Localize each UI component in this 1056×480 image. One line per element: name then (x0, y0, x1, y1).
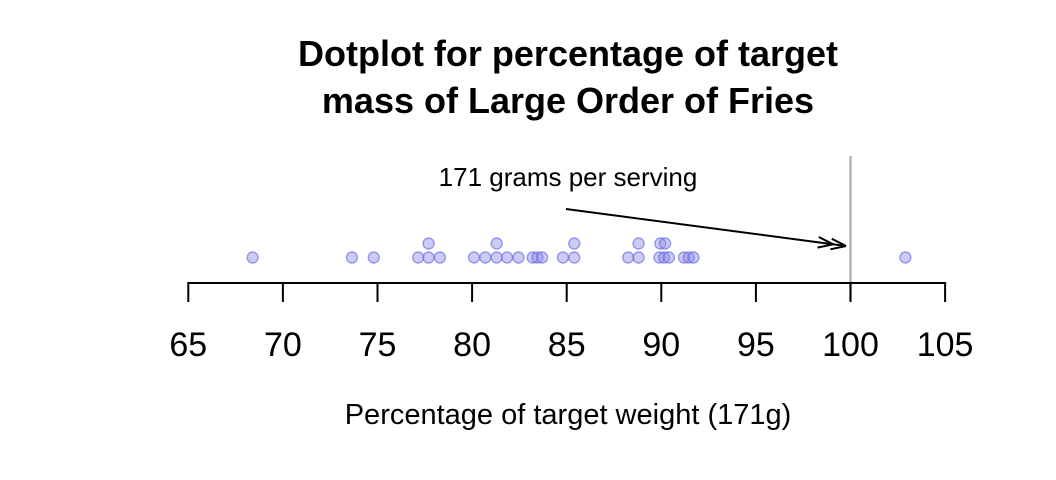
data-dot (687, 251, 700, 264)
data-dot (467, 251, 481, 264)
data-dot (490, 237, 503, 250)
data-dot (657, 251, 671, 264)
annotation-arrowhead (817, 243, 834, 249)
tick-label: 95 (737, 326, 775, 364)
annotation-label: 171 grams per serving (438, 162, 698, 192)
x-axis-label: Percentage of target weight (171g) (344, 399, 792, 431)
data-dot (490, 251, 503, 264)
data-dot (677, 251, 691, 264)
tick-label: 75 (359, 326, 397, 364)
chart-title-line2: mass of Large Order of Fries (321, 80, 815, 121)
tick-label: 100 (822, 326, 879, 364)
data-dot (345, 251, 359, 264)
data-dot (654, 237, 667, 250)
chart-title-line1: Dotplot for percentage of target (297, 33, 839, 74)
data-dot (621, 251, 635, 264)
data-dot (246, 251, 259, 264)
tick-label: 85 (548, 326, 586, 364)
data-dot (682, 251, 695, 264)
data-dot (531, 251, 544, 264)
annotation-arrowhead (818, 236, 834, 246)
data-dot (658, 237, 672, 250)
tick-label: 70 (264, 326, 302, 364)
data-dot (422, 251, 435, 264)
annotation-arrowhead (831, 237, 847, 247)
tick-label: 105 (917, 326, 974, 364)
tick-label: 65 (169, 326, 207, 364)
data-dot (568, 237, 581, 250)
data-dot (500, 251, 514, 264)
data-dot (899, 251, 912, 264)
tick-label: 90 (642, 326, 680, 364)
data-dot (556, 251, 570, 264)
data-dot (479, 251, 492, 264)
data-dot (526, 251, 539, 264)
tick-label: 80 (453, 326, 491, 364)
data-dot (568, 251, 581, 264)
data-dot (632, 237, 645, 250)
data-dot (367, 251, 380, 264)
chart-title: Dotplot for percentage of target mass of… (80, 30, 1056, 124)
data-dot (632, 251, 645, 264)
data-dot (422, 237, 435, 250)
data-dot (535, 251, 549, 264)
data-dot (433, 251, 447, 264)
data-dot (653, 251, 666, 264)
data-dot (411, 251, 425, 264)
annotation-arrow-shaft (565, 208, 847, 247)
data-dot (662, 251, 676, 264)
annotation-arrowhead (830, 245, 847, 251)
data-dot (512, 251, 525, 264)
